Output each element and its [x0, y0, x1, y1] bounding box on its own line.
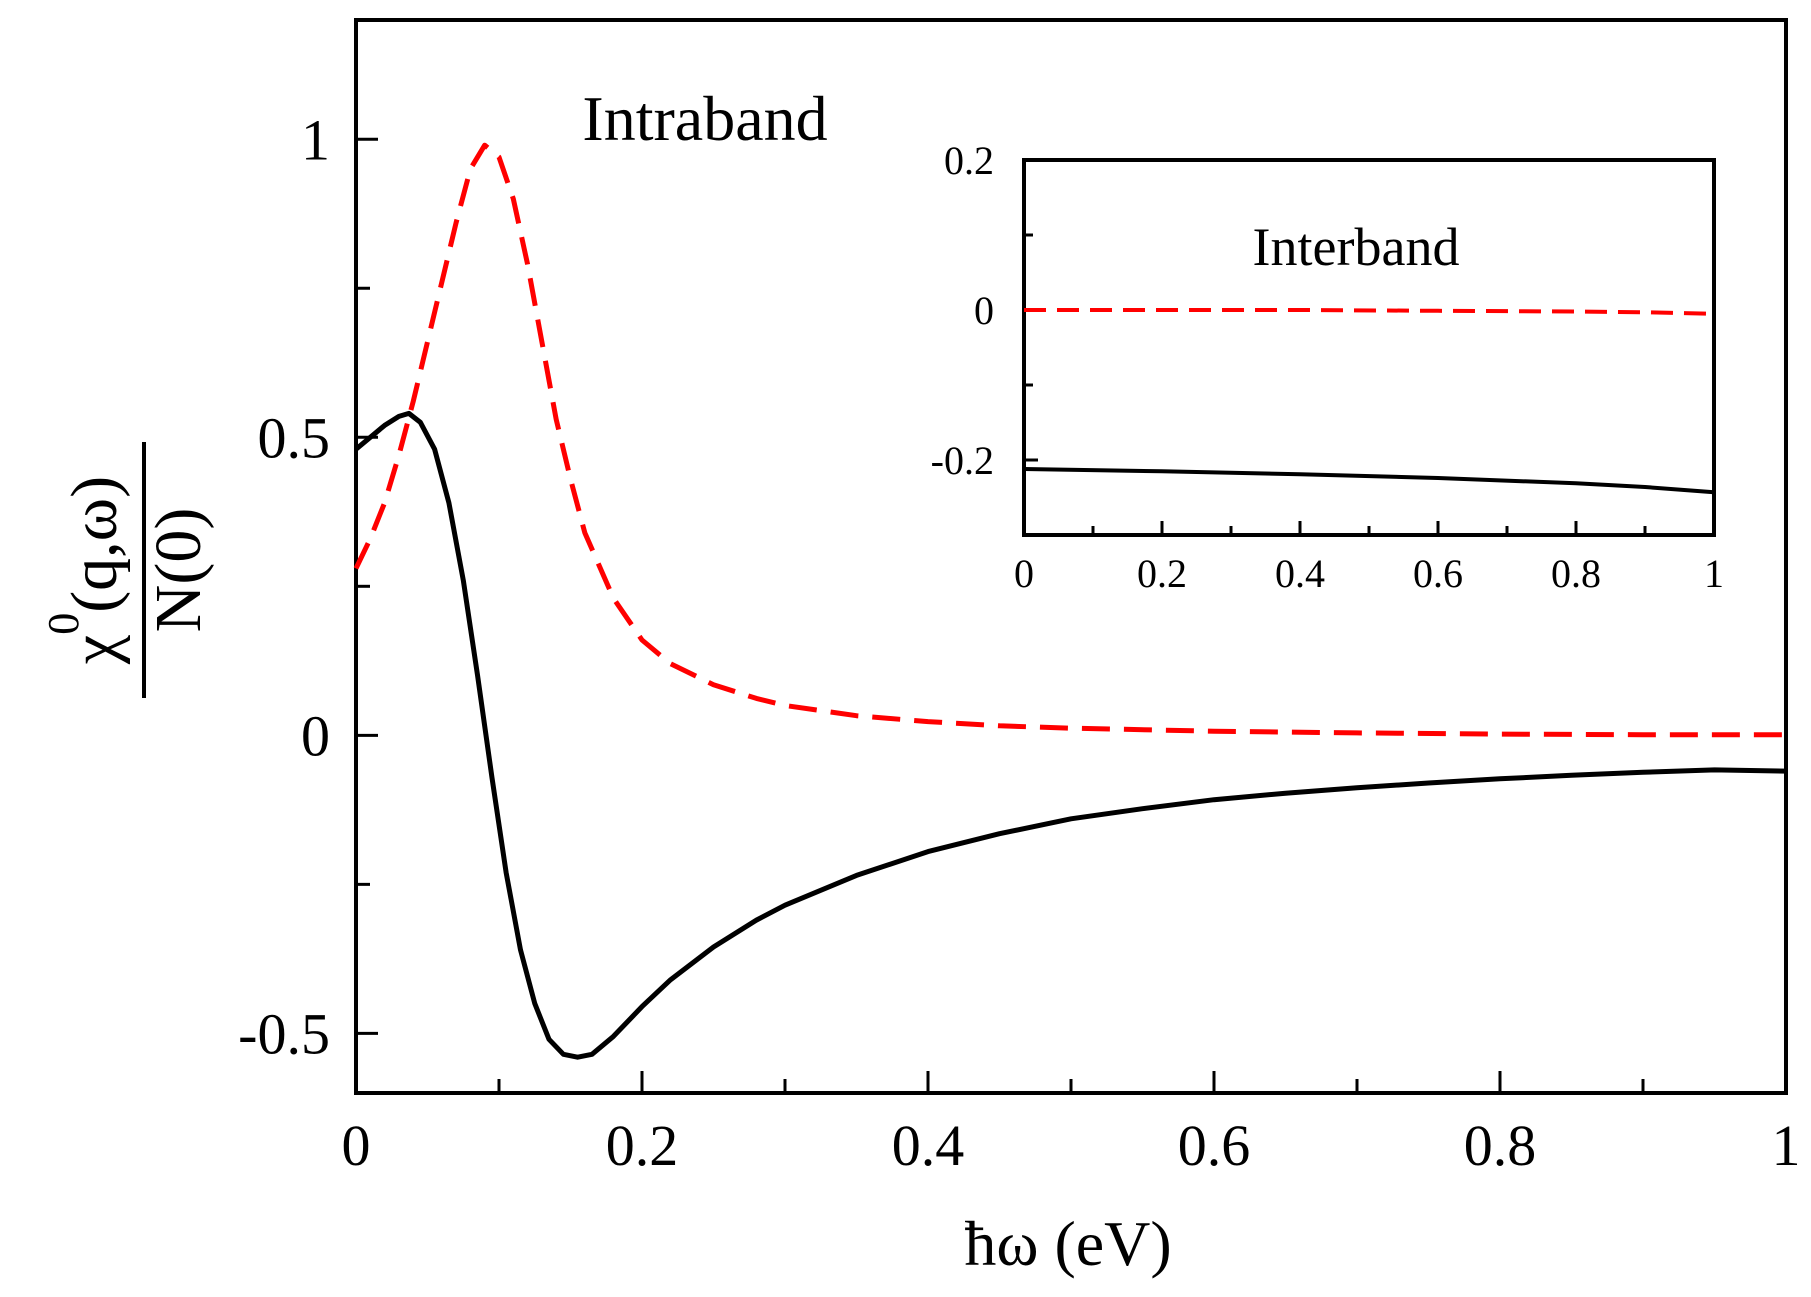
inset-y-tick-label: -0.2	[931, 438, 994, 483]
main-x-tick-label: 0.4	[892, 1113, 965, 1178]
main-y-tick-label: 0	[301, 704, 330, 769]
inset-x-tick-label: 0.2	[1137, 551, 1187, 596]
main-y-tick-label: 1	[301, 108, 330, 173]
inset-plot: 0 0.2 0.4 0.6 0.8 1 -0.2 0 0.2	[931, 138, 1724, 596]
main-x-tick-label: 1	[1772, 1113, 1801, 1178]
inset-y-tick-label: 0.2	[944, 138, 994, 183]
main-x-tick-label: 0	[342, 1113, 371, 1178]
main-plot: 0 0.2 0.4 0.6 0.8 1-0.500.51	[238, 18, 1801, 1178]
inset-x-tick-label: 1	[1704, 551, 1724, 596]
main-x-tick-label: 0.6	[1178, 1113, 1251, 1178]
inset-series-dashed-red	[1024, 308, 1715, 316]
main-annotation: Intraband	[582, 83, 827, 154]
x-axis-label: ħω (eV)	[964, 1208, 1171, 1279]
y-label-denominator: N(0)	[142, 508, 215, 633]
inset-x-tick-label: 0	[1014, 551, 1034, 596]
y-label-numerator: χ0(q,ω)	[39, 476, 131, 665]
inset-x-tick-label: 0.8	[1551, 551, 1601, 596]
inset-annotation: Interband	[1253, 217, 1460, 277]
main-x-tick-label: 0.2	[606, 1113, 679, 1178]
main-series-solid-black	[354, 410, 1787, 1060]
y-axis-label: χ0(q,ω) N(0)	[39, 442, 215, 698]
inset-series-solid-black	[1023, 467, 1715, 495]
inset-x-tick-label: 0.4	[1275, 551, 1325, 596]
inset-y-tick-label: 0	[974, 288, 994, 333]
main-series-dashed-red	[353, 142, 1786, 738]
main-y-tick-label: 0.5	[258, 406, 331, 471]
main-x-tick-label: 0.8	[1464, 1113, 1537, 1178]
main-y-tick-label: -0.5	[238, 1002, 330, 1067]
inset-x-tick-label: 0.6	[1413, 551, 1463, 596]
